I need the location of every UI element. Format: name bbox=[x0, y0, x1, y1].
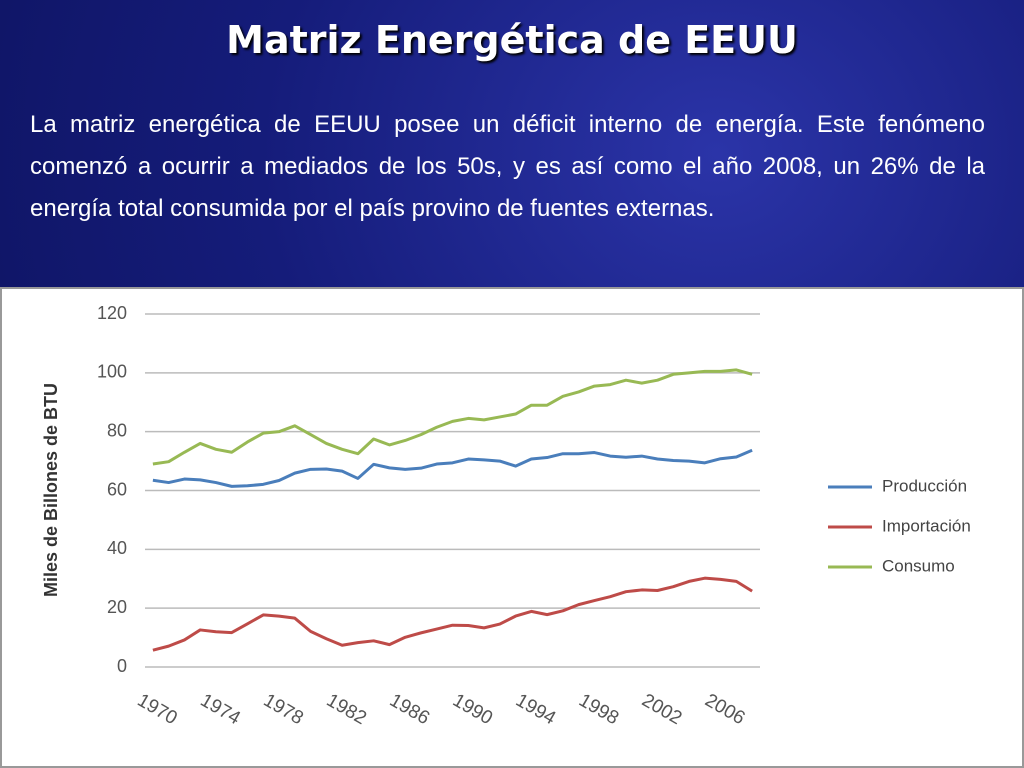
y-tick-label: 20 bbox=[107, 597, 127, 617]
series-line bbox=[152, 448, 753, 488]
legend-label: Importación bbox=[882, 516, 971, 535]
y-tick-label: 60 bbox=[107, 479, 127, 499]
chart: Miles de Billones de BTU 0 20 40 60 80 100 120… bbox=[0, 287, 1024, 768]
y-axis-label: Miles de Billones de BTU bbox=[41, 383, 61, 597]
y-tick-label: 0 bbox=[117, 656, 127, 676]
slide-body: La matriz energética de EEUU posee un dé… bbox=[30, 111, 985, 222]
series-line bbox=[152, 576, 753, 652]
y-tick-label: 80 bbox=[107, 420, 127, 440]
series-line bbox=[152, 368, 753, 466]
slide-title: Matriz Energética de EEUU bbox=[226, 18, 798, 62]
y-tick-label: 40 bbox=[107, 538, 127, 558]
y-tick-label: 100 bbox=[97, 362, 127, 382]
y-tick-label: 120 bbox=[97, 303, 127, 323]
legend-label: Producción bbox=[882, 476, 967, 495]
legend-label: Consumo bbox=[882, 556, 955, 575]
